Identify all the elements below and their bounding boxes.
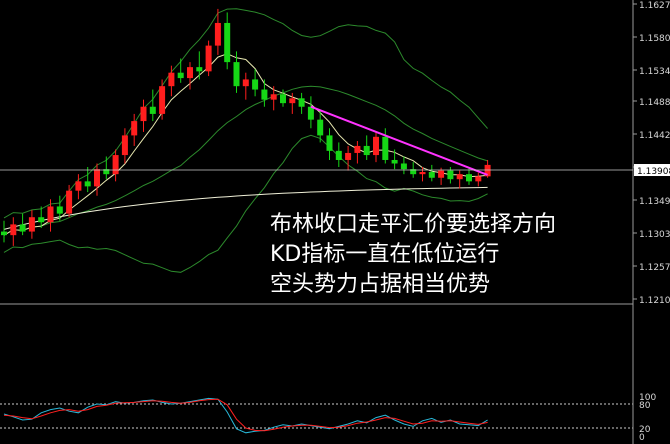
kd-tick-label: 80	[639, 401, 651, 411]
candle-body	[335, 150, 342, 160]
candle-body	[354, 145, 361, 153]
bollinger-upper-line	[3, 8, 488, 219]
candle-body	[224, 22, 231, 63]
candle-body	[466, 174, 472, 182]
candle-body	[168, 72, 175, 87]
kd-tick-label: 100	[639, 393, 656, 403]
trend-line	[310, 105, 488, 176]
candle-body	[345, 152, 352, 160]
candle-body	[447, 170, 454, 180]
candle-body	[112, 155, 119, 175]
candle-body	[56, 206, 63, 214]
candle-body	[103, 169, 110, 175]
candle-body	[475, 176, 482, 182]
price-tick-label: 1.12100	[639, 296, 670, 306]
candle-body	[298, 98, 305, 107]
candle-body	[131, 121, 138, 136]
candle-body	[317, 119, 324, 136]
candle-body	[47, 206, 54, 223]
candle-body	[140, 106, 147, 122]
kd-d-line	[3, 398, 488, 432]
price-tick-label: 1.13030	[639, 230, 670, 240]
candle-body	[438, 170, 445, 178]
candle-body	[94, 169, 100, 187]
annotation-line-2: KD指标一直在低位运行	[270, 242, 500, 267]
candle-body	[410, 169, 417, 175]
candle-body	[400, 163, 407, 170]
candle-body	[261, 89, 268, 100]
candle-body	[28, 217, 35, 232]
price-panel	[1, 8, 491, 273]
candle-body	[484, 164, 491, 177]
current-price-box	[634, 164, 670, 177]
candle-body	[391, 159, 398, 164]
candle-body	[233, 62, 240, 87]
price-tick-label: 1.12570	[639, 263, 670, 273]
candle-body	[75, 181, 82, 191]
price-tick-label: 1.15340	[639, 67, 670, 77]
candle-body	[177, 72, 184, 79]
price-tick-label: 1.13490	[639, 197, 670, 207]
candle-body	[428, 172, 435, 178]
candle-body	[363, 145, 370, 156]
moving-average-line	[3, 53, 488, 236]
candle-body	[196, 67, 203, 72]
candle-body	[149, 106, 156, 114]
price-tick-label: 1.15800	[639, 34, 670, 44]
candle-body	[280, 94, 286, 104]
candle-body	[289, 98, 296, 104]
candle-body	[66, 190, 73, 214]
bollinger-middle-line	[3, 85, 488, 236]
candle-body	[326, 135, 333, 151]
current-price-label: 1.13908	[637, 167, 670, 177]
candle-body	[419, 172, 426, 175]
price-tick-label: 1.16270	[639, 1, 670, 11]
candle-body	[19, 224, 26, 232]
candle-body	[187, 67, 193, 79]
candle-body	[38, 217, 45, 223]
candle-body	[205, 45, 212, 72]
price-tick-label: 1.14420	[639, 131, 670, 141]
candle-body	[382, 136, 389, 160]
candle-body	[456, 174, 463, 180]
kd-tick-label: 20	[639, 425, 651, 435]
price-tick-label: 1.14880	[639, 98, 670, 108]
candle-body	[121, 135, 128, 156]
kd-k-line	[3, 397, 488, 434]
kd-tick-label: 0	[639, 433, 645, 443]
candle-body	[10, 224, 17, 236]
candle-body	[270, 94, 277, 100]
candle-body	[84, 181, 91, 187]
candle-body	[214, 22, 221, 46]
annotation-line-1: 布林收口走平汇价要选择方向	[270, 212, 557, 237]
candle-body	[1, 231, 7, 236]
candle-body	[159, 86, 166, 114]
long-moving-average-line	[3, 186, 488, 230]
annotation-line-3: 空头势力占据相当优势	[270, 272, 491, 297]
candle-body	[373, 136, 379, 156]
candle-body	[307, 106, 314, 120]
candle-body	[242, 79, 249, 87]
candle-body	[252, 79, 259, 90]
